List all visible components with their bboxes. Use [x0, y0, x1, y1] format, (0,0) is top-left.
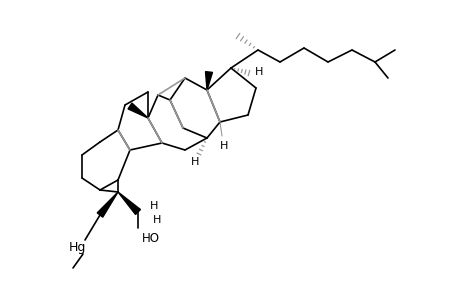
Text: H: H	[152, 215, 161, 225]
Text: Hg: Hg	[68, 242, 85, 254]
Polygon shape	[118, 192, 140, 214]
Polygon shape	[128, 103, 148, 118]
Polygon shape	[205, 72, 212, 90]
Text: HO: HO	[142, 232, 160, 244]
Text: H: H	[150, 201, 158, 211]
Text: H: H	[254, 67, 263, 77]
Text: H: H	[219, 141, 228, 151]
Text: H: H	[190, 157, 199, 167]
Polygon shape	[97, 192, 118, 217]
